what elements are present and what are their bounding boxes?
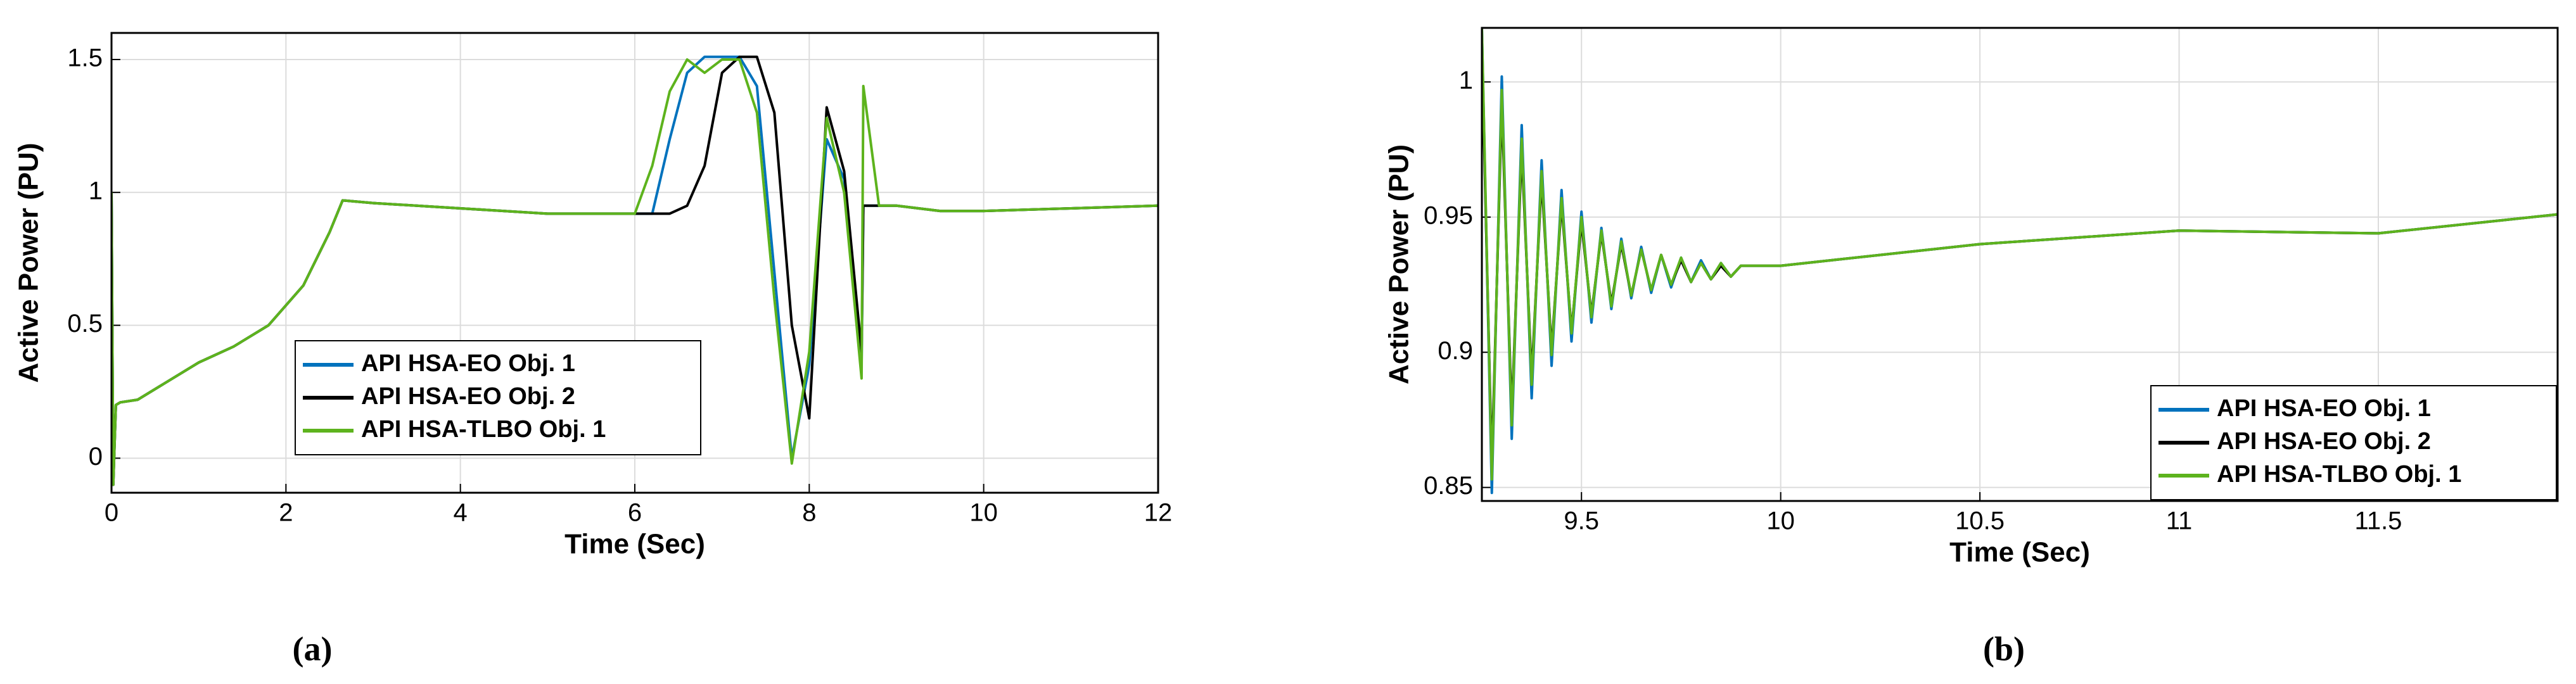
- x-axis-label: Time (Sec): [564, 529, 705, 560]
- caption: (b): [1983, 630, 2025, 668]
- chart: 0 2 4 6 8 10 12 0 0.5 1 1.5 Time (Sec) Active Power …: [13, 32, 1173, 668]
- legend-label: API HSA-EO Obj. 2: [2217, 428, 2431, 455]
- x-tick-label: 4: [454, 499, 468, 527]
- legend-label: API HSA-EO Obj. 1: [2217, 395, 2431, 422]
- legend-label: API HSA-EO Obj. 1: [361, 350, 575, 377]
- x-tick-label: 10: [1766, 507, 1795, 535]
- legend-box: [295, 340, 701, 455]
- y-tick-label: 1.5: [67, 44, 103, 72]
- x-axis-label: Time (Sec): [1949, 537, 2090, 568]
- legend: API HSA-EO Obj. 1 API HSA-EO Obj. 2 API HS…: [295, 340, 701, 455]
- y-axis-label: Active Power (PU): [13, 143, 44, 383]
- x-tick-label: 9.5: [1564, 507, 1599, 535]
- axes-frame: [1481, 27, 2559, 502]
- series-line: [1482, 28, 2558, 481]
- x-tick-label: 0: [105, 499, 118, 527]
- y-tick-label: 0.85: [1424, 472, 1473, 500]
- x-tick-label: 11.5: [2355, 507, 2402, 535]
- legend: API HSA-EO Obj. 1 API HSA-EO Obj. 2 API HS…: [2150, 385, 2557, 500]
- y-tick-label: 0.9: [1438, 337, 1473, 365]
- legend-label: API HSA-TLBO Obj. 1: [2217, 461, 2461, 488]
- y-tick-label: 0: [89, 443, 103, 471]
- series-group: [1482, 28, 2558, 495]
- y-tick-label: 1: [1459, 66, 1473, 94]
- series-line: [112, 58, 1158, 486]
- x-tick-label: 10.5: [1955, 507, 2005, 535]
- legend-box: [2150, 385, 2557, 500]
- series-group: [112, 55, 1158, 486]
- x-tick-label: 11: [2166, 507, 2193, 535]
- legend-label: API HSA-TLBO Obj. 1: [361, 416, 606, 443]
- legend-label: API HSA-EO Obj. 2: [361, 383, 575, 410]
- axes-frame: [110, 32, 1159, 494]
- x-tick-label: 2: [279, 499, 293, 527]
- y-tick-label: 0.5: [67, 310, 103, 338]
- y-axis-label: Active Power (PU): [1384, 144, 1415, 384]
- x-tick-label: 6: [628, 499, 642, 527]
- caption: (a): [293, 630, 333, 668]
- x-tick-label: 10: [969, 499, 998, 527]
- chart: 9.5 10 10.5 11 11.5 0.85 0.9 0.95 1 Time (Sec) Act…: [1384, 27, 2559, 668]
- y-tick-label: 1: [89, 177, 103, 205]
- x-tick-label: 8: [802, 499, 816, 527]
- x-tick-label: 12: [1144, 499, 1173, 527]
- y-tick-label: 0.95: [1424, 201, 1473, 229]
